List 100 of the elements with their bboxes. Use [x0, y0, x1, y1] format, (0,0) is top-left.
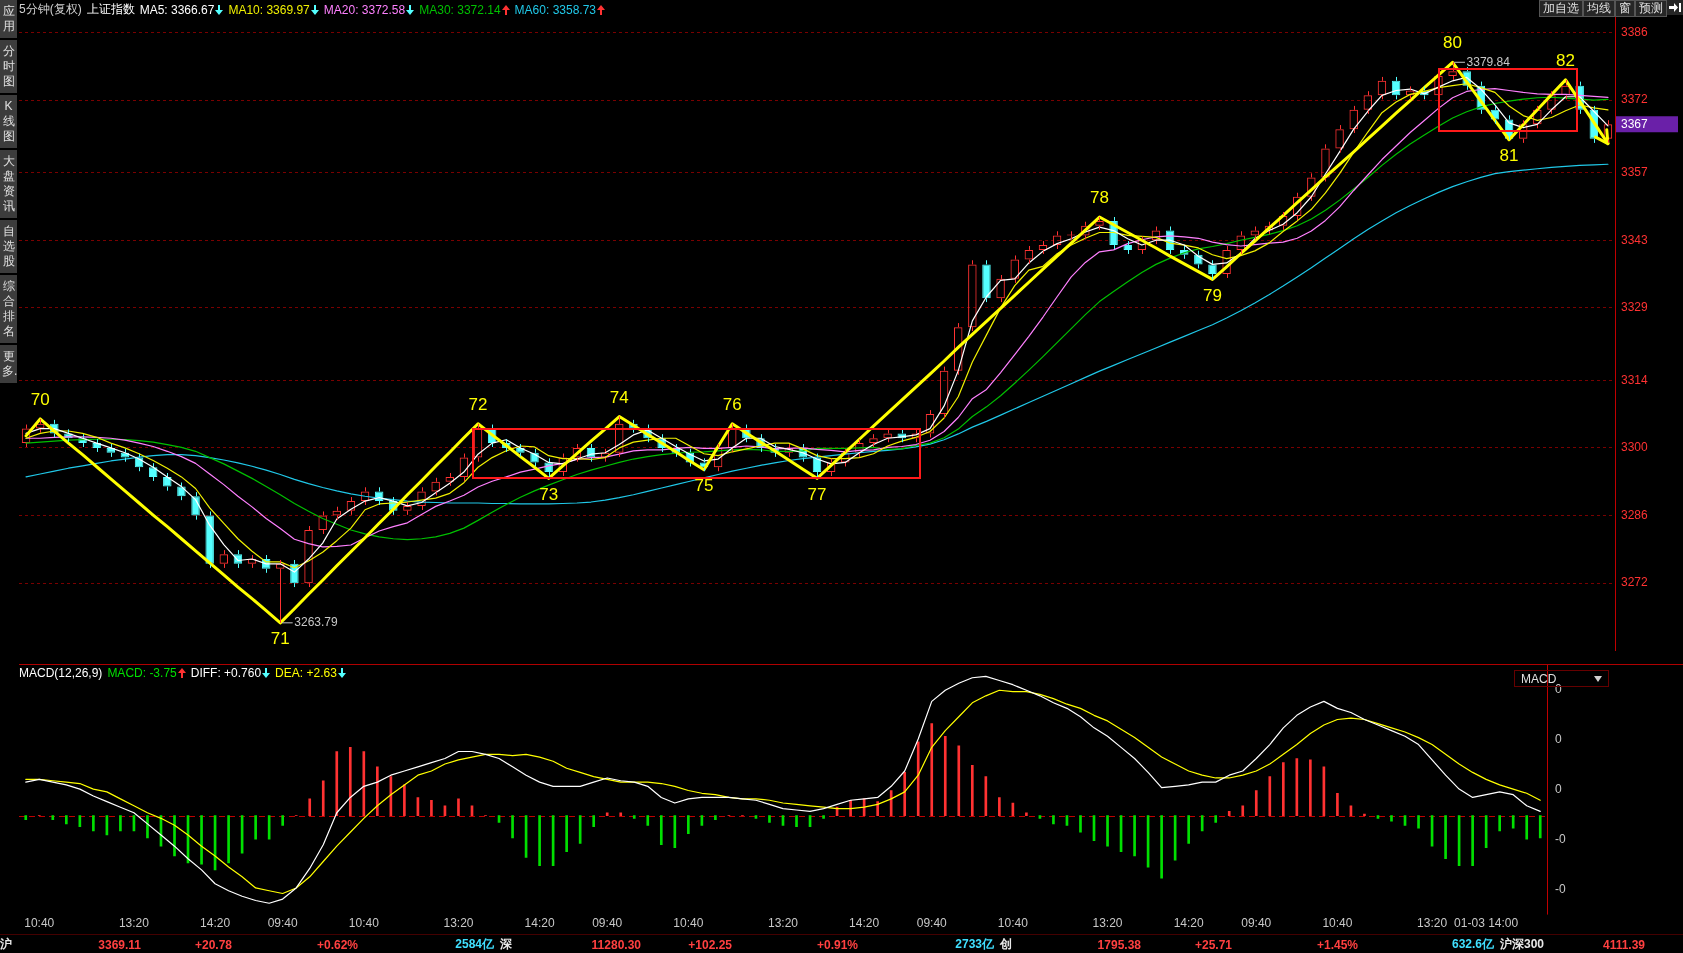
bar: [1254, 790, 1258, 816]
text: 11280.30: [590, 937, 642, 952]
bar: [1471, 815, 1474, 866]
bar: [24, 815, 28, 821]
y-tick-label: 3272: [1621, 575, 1649, 590]
x-tick-label: 13:20: [767, 916, 799, 931]
bar: [146, 815, 149, 839]
x-tick-label: 10:40: [997, 916, 1029, 931]
legend-label: MACD: -3.75: [107, 666, 177, 680]
text: DEA: +2.63: [275, 666, 337, 680]
bar: [1390, 815, 1393, 822]
text: -0: [1555, 881, 1566, 896]
text: 更多.: [0, 345, 18, 383]
annotation: 79: [1203, 285, 1222, 305]
text: 应用: [0, 0, 17, 38]
annotation: 76: [722, 394, 742, 414]
bar: [592, 815, 596, 828]
text: 窗: [1615, 0, 1635, 17]
bar: [970, 765, 974, 816]
text: 3369.11: [97, 937, 142, 952]
bar: [403, 784, 406, 816]
annotation: 75: [694, 475, 714, 495]
bar: [348, 747, 352, 816]
bar: [1106, 815, 1109, 847]
bar: [538, 815, 541, 866]
bar: [1025, 812, 1028, 816]
candlestick: [92, 438, 101, 453]
bar: [943, 735, 947, 816]
bar: [1079, 815, 1082, 833]
text: -0: [1555, 832, 1566, 847]
bar: [1268, 776, 1272, 816]
bar: [51, 815, 55, 821]
x-tick-label: 13:20: [443, 916, 474, 931]
x-tick-label: 09:40: [592, 916, 623, 931]
x-tick-label: 09:40: [267, 916, 299, 931]
bar: [1227, 811, 1231, 816]
bar: [1525, 815, 1529, 840]
x-tick-label: 10:40: [24, 916, 55, 931]
x-tick-label: 10:40: [348, 916, 380, 931]
bar: [376, 766, 379, 816]
text: 3263.79: [294, 615, 338, 630]
annotation: 70: [30, 390, 50, 410]
y-tick-label: 3329: [1621, 300, 1649, 315]
bar: [1309, 759, 1312, 816]
bar: [930, 723, 934, 816]
annotation: 72: [468, 394, 488, 414]
x-tick-label: 10:40: [673, 916, 704, 931]
bar: [281, 815, 285, 826]
x-tick-label: 13:20: [118, 916, 150, 931]
bar: [795, 815, 798, 828]
bar: [92, 815, 95, 832]
text: DIFF: +0.760: [190, 666, 262, 680]
text: MA20: 3372.58: [323, 2, 406, 17]
bar: [916, 741, 920, 816]
bar: [1511, 815, 1515, 829]
text: 3379.84: [1466, 54, 1510, 69]
bar: [889, 790, 893, 816]
bar: [632, 815, 636, 819]
text: 预测: [1635, 0, 1667, 17]
bar: [768, 815, 771, 823]
bar: [1281, 762, 1285, 816]
bar: [1052, 815, 1055, 825]
text: 大盘资讯: [0, 150, 17, 218]
candlestick: [982, 260, 991, 303]
annotation: 73: [539, 484, 559, 504]
text: 自选股: [0, 220, 17, 273]
annotation: 加自选: [1539, 0, 1583, 17]
bar: [65, 815, 68, 825]
annotation: 71: [270, 629, 290, 649]
text: 632.6亿: [1450, 936, 1495, 953]
bar: [1417, 815, 1420, 829]
x-tick-label: 14:20: [200, 916, 231, 931]
candlestick: [1123, 240, 1132, 255]
bar: [1336, 792, 1339, 816]
bar: [119, 815, 122, 832]
y-tick-label: 3314: [1621, 372, 1649, 387]
bar: [1538, 815, 1542, 839]
x-tick-label: 14:20: [1173, 916, 1204, 931]
bar: [1214, 815, 1218, 823]
bar: [646, 815, 650, 826]
annotation: 80: [1443, 33, 1463, 53]
y-tick-label: 3386: [1621, 24, 1649, 39]
bar: [511, 815, 514, 839]
text: +0.91%: [815, 937, 859, 952]
x-tick-label: 14:20: [849, 916, 880, 931]
text: 2733亿: [954, 936, 995, 953]
y-tick-label: 3343: [1621, 232, 1649, 247]
y-tick-label: 3286: [1621, 507, 1649, 522]
bar: [254, 815, 257, 840]
text: 0: [1555, 782, 1562, 797]
bar: [957, 745, 961, 816]
bar: [430, 799, 433, 816]
text: 4111.39: [1601, 937, 1647, 952]
text: 0: [1555, 732, 1562, 747]
bar: [321, 780, 325, 816]
text: 综合排名: [0, 275, 17, 343]
text: +1.45%: [1315, 937, 1359, 952]
text: 分时图: [0, 40, 17, 93]
bar: [1200, 815, 1204, 832]
annotation: 均线: [1583, 0, 1615, 17]
